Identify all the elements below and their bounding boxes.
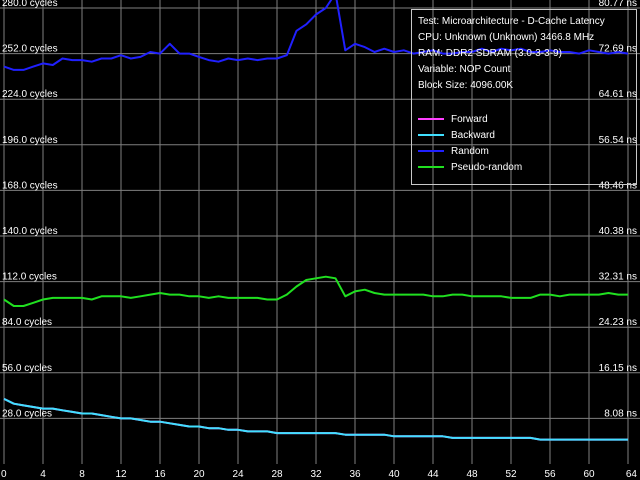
y-tick-label-right: 16.15 ns (599, 363, 637, 374)
y-tick-label-left: 168.0 cycles (2, 180, 58, 191)
legend-label-pseudo-random: Pseudo-random (451, 161, 523, 173)
y-tick-label-left: 56.0 cycles (2, 363, 52, 374)
y-tick-label-left: 28.0 cycles (2, 408, 52, 419)
x-tick-label: 44 (427, 469, 439, 480)
series-lines (3, 0, 629, 441)
legend-swatch-forward (418, 118, 444, 120)
y-tick-label-left: 196.0 cycles (2, 135, 58, 146)
legend-swatch-backward (418, 134, 444, 136)
info-variable: Variable: NOP Count (418, 64, 511, 75)
x-tick-label: 64 (626, 469, 638, 480)
info-legend-box (411, 9, 637, 185)
y-tick-label-left: 224.0 cycles (2, 89, 58, 100)
x-tick-label: 36 (349, 469, 361, 480)
y-tick-label-right: 24.23 ns (599, 317, 637, 328)
legend-item-pseudo-random: Pseudo-random (418, 160, 522, 174)
legend-item-random: Random (418, 144, 489, 158)
y-tick-label-right: 8.08 ns (604, 408, 637, 419)
y-tick-label-right: 80.77 ns (599, 0, 637, 9)
x-tick-label: 48 (466, 469, 478, 480)
y-tick-label-left: 84.0 cycles (2, 317, 52, 328)
y-tick-label-right: 40.38 ns (599, 226, 637, 237)
x-tick-label: 60 (583, 469, 595, 480)
legend-item-backward: Backward (418, 128, 495, 142)
y-tick-label-left: 112.0 cycles (2, 272, 57, 283)
x-tick-label: 12 (115, 469, 127, 480)
x-tick-label: 40 (388, 469, 400, 480)
y-tick-label-right: 32.31 ns (599, 272, 637, 283)
info-block-size: Block Size: 4096.00K (418, 80, 514, 91)
y-tick-label-right: 64.61 ns (599, 89, 637, 100)
legend-swatch-random (418, 150, 444, 152)
y-tick-label-left: 280.0 cycles (2, 0, 58, 9)
legend-label-backward: Backward (451, 129, 495, 141)
series-line-random (3, 0, 629, 71)
info-test: Test: Microarchitecture - D-Cache Latenc… (418, 16, 605, 27)
y-tick-label-right: 72.69 ns (599, 44, 637, 55)
x-tick-label: 20 (193, 469, 205, 480)
legend-swatch-pseudo-random (418, 166, 444, 168)
y-tick-label-right: 48.46 ns (599, 180, 637, 191)
series-line-backward (3, 398, 628, 441)
legend-item-forward: Forward (418, 112, 488, 126)
x-tick-label: 52 (505, 469, 517, 480)
series-line-pseudo-random (3, 275, 628, 307)
x-tick-label: 16 (154, 469, 166, 480)
x-tick-label: 28 (271, 469, 283, 480)
x-tick-label: 0 (1, 469, 7, 480)
x-tick-label: 56 (544, 469, 556, 480)
legend-label-random: Random (451, 145, 489, 157)
x-tick-label: 4 (40, 469, 46, 480)
legend-label-forward: Forward (451, 113, 488, 125)
y-tick-label-left: 252.0 cycles (2, 44, 58, 55)
y-tick-label-left: 140.0 cycles (2, 226, 58, 237)
info-ram: RAM: DDR2 SDRAM (3.0-3-3-9) (418, 48, 562, 59)
x-tick-label: 24 (232, 469, 244, 480)
x-tick-label: 32 (310, 469, 322, 480)
x-tick-label: 8 (79, 469, 85, 480)
y-tick-label-right: 56.54 ns (599, 135, 637, 146)
info-cpu: CPU: Unknown (Unknown) 3466.8 MHz (418, 32, 595, 43)
grid (0, 0, 640, 464)
